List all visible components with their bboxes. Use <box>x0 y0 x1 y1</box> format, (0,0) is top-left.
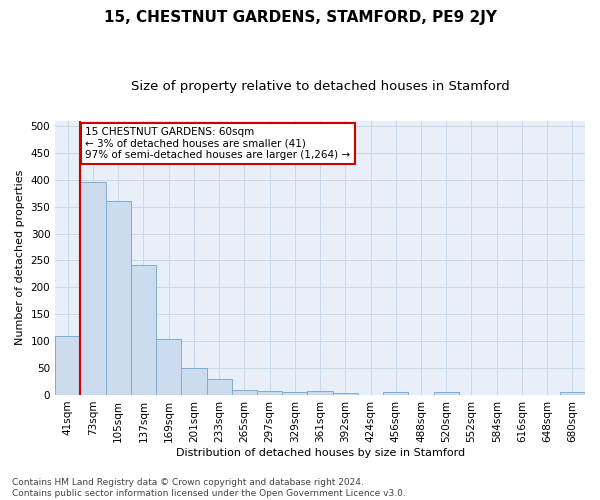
Text: Contains HM Land Registry data © Crown copyright and database right 2024.
Contai: Contains HM Land Registry data © Crown c… <box>12 478 406 498</box>
Y-axis label: Number of detached properties: Number of detached properties <box>15 170 25 346</box>
Bar <box>332 393 358 395</box>
Bar <box>434 392 459 395</box>
X-axis label: Distribution of detached houses by size in Stamford: Distribution of detached houses by size … <box>176 448 464 458</box>
Bar <box>257 391 282 395</box>
Bar <box>106 202 131 395</box>
Bar <box>80 182 106 395</box>
Bar <box>282 392 307 395</box>
Bar <box>131 265 156 395</box>
Bar <box>156 339 181 395</box>
Text: 15, CHESTNUT GARDENS, STAMFORD, PE9 2JY: 15, CHESTNUT GARDENS, STAMFORD, PE9 2JY <box>104 10 497 25</box>
Bar <box>206 379 232 395</box>
Title: Size of property relative to detached houses in Stamford: Size of property relative to detached ho… <box>131 80 509 93</box>
Bar <box>383 392 409 395</box>
Bar <box>232 390 257 395</box>
Bar <box>560 392 585 395</box>
Text: 15 CHESTNUT GARDENS: 60sqm
← 3% of detached houses are smaller (41)
97% of semi-: 15 CHESTNUT GARDENS: 60sqm ← 3% of detac… <box>85 127 350 160</box>
Bar <box>55 336 80 395</box>
Bar <box>307 391 332 395</box>
Bar <box>181 368 206 395</box>
